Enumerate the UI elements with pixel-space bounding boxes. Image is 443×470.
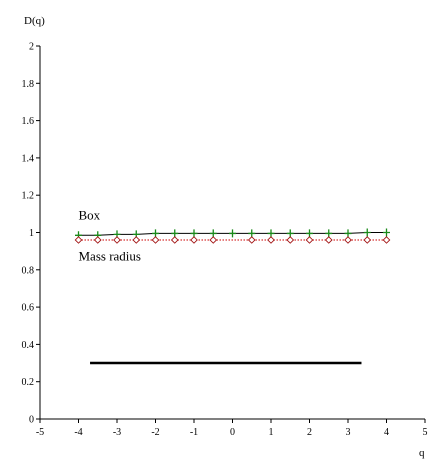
annotation-label-1: Mass radius — [79, 248, 141, 263]
x-tick-label: -4 — [74, 427, 82, 438]
data-point-diamond — [74, 236, 83, 244]
y-tick-label: 1.2 — [22, 191, 35, 202]
annotation-label-0: Box — [79, 207, 101, 222]
x-tick-label: 3 — [346, 427, 351, 438]
data-point-plus — [383, 228, 390, 237]
y-tick-label: 0.4 — [22, 340, 35, 351]
plot-area: 0 0.2 0.4 0.6 0.8 1 1.2 1.4 1.6 1.8 2 -5 -4 -3 -2 -1 0 1 2… — [22, 42, 428, 439]
data-point-diamond — [286, 236, 295, 244]
y-tick-label: 1 — [29, 228, 34, 239]
data-point-diamond — [190, 236, 198, 244]
x-tick-label: 5 — [423, 427, 428, 438]
data-point-plus — [229, 229, 236, 238]
data-point-plus — [152, 229, 159, 238]
x-tick-label: 2 — [307, 427, 312, 438]
data-point-diamond — [151, 236, 160, 244]
data-point-diamond — [209, 236, 218, 244]
data-point-diamond — [305, 236, 314, 244]
data-point-plus — [363, 228, 371, 237]
data-point-plus — [248, 229, 256, 238]
data-point-diamond — [170, 236, 179, 244]
data-point-plus — [306, 229, 313, 238]
y-tick-label: 1.6 — [22, 116, 35, 127]
data-point-diamond — [324, 236, 333, 244]
data-point-diamond — [344, 236, 352, 244]
y-tick-label: 0 — [29, 415, 34, 426]
x-tick-label: -3 — [113, 427, 121, 438]
x-tick-label: -2 — [151, 427, 159, 438]
x-tick-label: -5 — [36, 427, 44, 438]
y-tick-label: 1.8 — [22, 79, 35, 90]
data-point-diamond — [382, 236, 391, 244]
data-point-diamond — [267, 236, 275, 244]
data-point-diamond — [363, 236, 372, 244]
x-tick-label: -1 — [190, 427, 198, 438]
x-tick-label: 1 — [269, 427, 274, 438]
data-point-plus — [171, 229, 179, 238]
y-axis-title: D(q) — [24, 15, 45, 27]
y-tick-label: 0.2 — [22, 377, 35, 388]
y-tick-label: 0.6 — [22, 303, 35, 314]
x-tick-label: 0 — [230, 427, 235, 438]
data-point-plus — [325, 229, 333, 238]
data-point-plus — [344, 229, 352, 238]
y-tick-label: 1.4 — [22, 153, 35, 164]
data-point-plus — [267, 229, 275, 238]
data-point-plus — [209, 229, 217, 238]
data-point-diamond — [113, 236, 121, 244]
data-point-plus — [190, 229, 198, 238]
x-axis-title: q — [419, 447, 425, 459]
y-tick-label: 2 — [29, 42, 34, 53]
data-point-plus — [286, 229, 294, 238]
y-tick-label: 0.8 — [22, 265, 35, 276]
data-point-diamond — [132, 236, 141, 244]
data-point-diamond — [93, 236, 102, 244]
data-point-diamond — [247, 236, 256, 244]
x-tick-label: 4 — [384, 427, 389, 438]
